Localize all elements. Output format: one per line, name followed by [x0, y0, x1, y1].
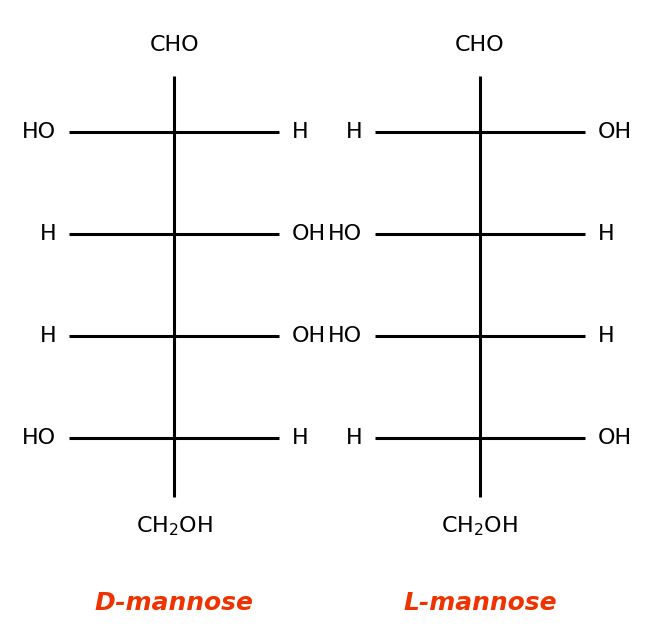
- Text: H: H: [40, 224, 56, 244]
- Text: H: H: [292, 121, 308, 142]
- Text: CHO: CHO: [149, 35, 199, 55]
- Text: HO: HO: [328, 224, 362, 244]
- Text: D-mannose: D-mannose: [95, 591, 254, 615]
- Text: CH$_2$OH: CH$_2$OH: [441, 515, 519, 538]
- Text: HO: HO: [328, 326, 362, 346]
- Text: H: H: [292, 428, 308, 448]
- Text: OH: OH: [292, 326, 326, 346]
- Text: H: H: [598, 326, 614, 346]
- Text: H: H: [346, 121, 362, 142]
- Text: H: H: [598, 224, 614, 244]
- Text: H: H: [346, 428, 362, 448]
- Text: CHO: CHO: [455, 35, 505, 55]
- Text: CH$_2$OH: CH$_2$OH: [135, 515, 213, 538]
- Text: OH: OH: [598, 121, 632, 142]
- Text: OH: OH: [598, 428, 632, 448]
- Text: HO: HO: [22, 428, 56, 448]
- Text: HO: HO: [22, 121, 56, 142]
- Text: OH: OH: [292, 224, 326, 244]
- Text: H: H: [40, 326, 56, 346]
- Text: L-mannose: L-mannose: [403, 591, 557, 615]
